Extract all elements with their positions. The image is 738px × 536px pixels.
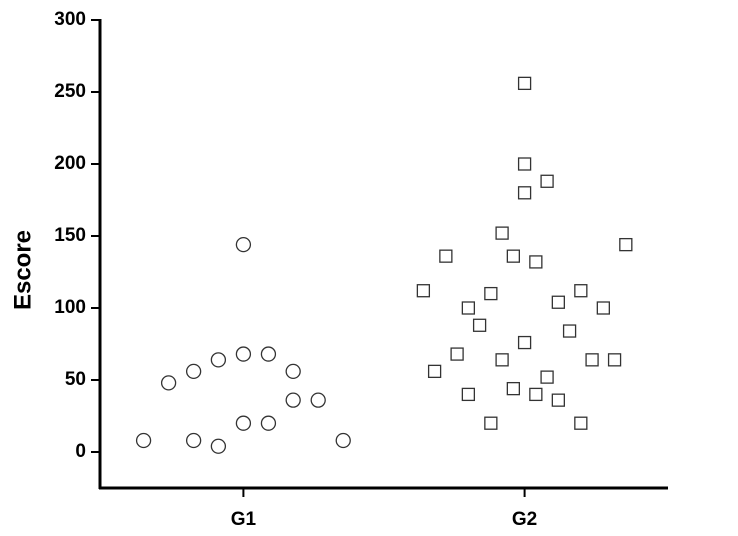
- square-point: [529, 387, 543, 402]
- y-tick-label: 0: [75, 441, 86, 462]
- square-point: [574, 416, 588, 430]
- square-point: [540, 370, 554, 384]
- square-point: [506, 381, 520, 396]
- square-point: [484, 286, 498, 301]
- y-tick-label: 250: [54, 81, 86, 102]
- x-tick-label: G2: [512, 509, 537, 530]
- square-point: [585, 353, 599, 367]
- square-point: [439, 249, 453, 263]
- circle-point: [160, 375, 177, 391]
- y-tick-label: 100: [54, 297, 86, 318]
- square-point: [450, 347, 464, 361]
- square-point: [607, 353, 622, 367]
- square-point: [562, 324, 577, 338]
- square-point: [484, 416, 498, 430]
- circle-point: [260, 346, 277, 362]
- square-point: [517, 335, 532, 350]
- circle-point: [135, 432, 152, 449]
- circle-point: [185, 363, 202, 380]
- circle-point: [285, 392, 301, 408]
- circle-point: [210, 352, 227, 368]
- square-point: [461, 387, 476, 402]
- y-axis-label: Escore: [9, 230, 36, 310]
- square-point: [540, 174, 554, 188]
- square-point: [551, 295, 565, 309]
- circle-point: [310, 392, 326, 408]
- square-point: [461, 301, 476, 315]
- y-tick-label: 200: [54, 153, 86, 174]
- square-point: [596, 301, 610, 315]
- square-point: [619, 237, 633, 252]
- square-point: [517, 157, 532, 171]
- square-point: [574, 284, 588, 298]
- circle-point: [235, 346, 252, 362]
- square-point: [495, 226, 509, 240]
- y-tick-label: 50: [65, 369, 86, 390]
- square-point: [427, 364, 442, 379]
- circle-point: [185, 432, 202, 449]
- x-tick-label: G1: [231, 509, 257, 530]
- circle-point: [235, 236, 252, 253]
- square-point: [529, 255, 543, 269]
- y-tick-label: 150: [54, 225, 86, 246]
- y-tick-label: 300: [54, 9, 86, 30]
- square-point: [472, 318, 487, 332]
- circle-point: [260, 415, 277, 431]
- circle-point: [335, 432, 351, 449]
- square-point: [495, 353, 509, 367]
- circle-point: [210, 438, 227, 454]
- square-point: [416, 284, 431, 298]
- square-point: [517, 186, 532, 200]
- square-point: [506, 249, 520, 263]
- square-point: [517, 76, 532, 91]
- square-point: [551, 393, 565, 407]
- circle-point: [285, 363, 301, 380]
- circle-point: [235, 415, 252, 431]
